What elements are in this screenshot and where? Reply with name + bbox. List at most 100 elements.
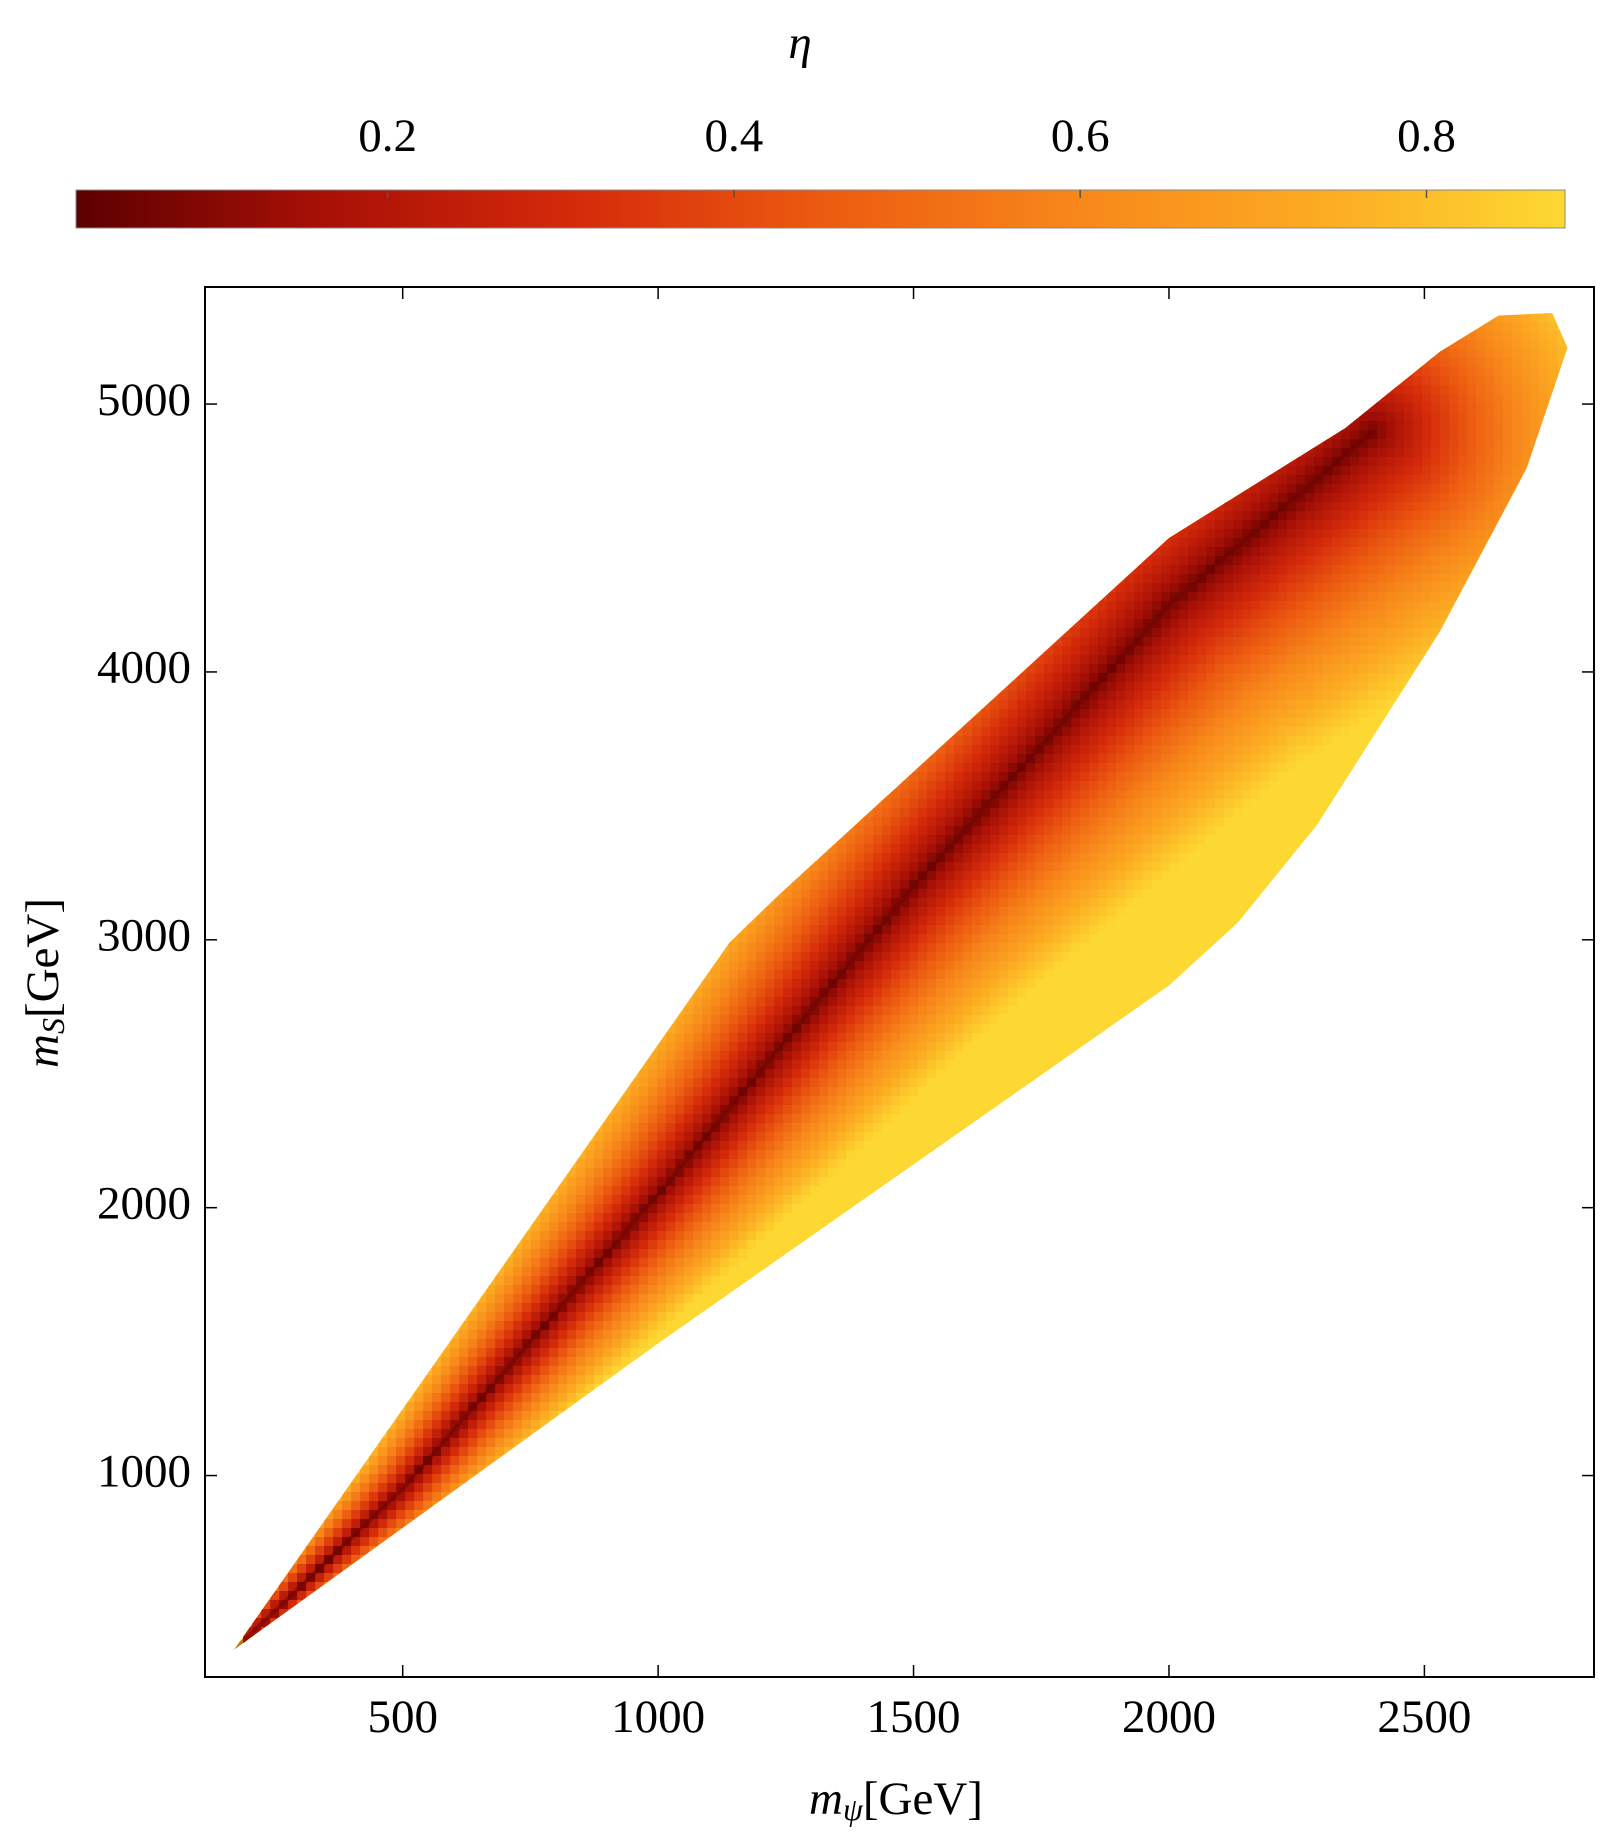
field-cell <box>1422 609 1432 620</box>
field-cell <box>567 1275 577 1286</box>
field-cell <box>909 1005 919 1016</box>
field-cell <box>567 1158 577 1169</box>
field-cell <box>972 978 982 989</box>
field-cell <box>504 1446 514 1457</box>
field-cell <box>720 960 730 971</box>
field-cell <box>1233 897 1243 908</box>
field-cell <box>729 1032 739 1043</box>
field-cell <box>531 1365 541 1376</box>
field-cell <box>1170 816 1180 827</box>
field-cell <box>1350 474 1360 485</box>
field-cell <box>945 1104 955 1115</box>
field-cell <box>1278 474 1288 485</box>
field-cell <box>522 1266 532 1277</box>
field-cell <box>1215 753 1225 764</box>
field-cell <box>603 1248 613 1259</box>
field-cell <box>936 771 946 782</box>
field-cell <box>1206 546 1216 557</box>
field-cell <box>810 1221 820 1232</box>
field-cell <box>1404 411 1414 422</box>
field-cell <box>999 951 1009 962</box>
field-cell <box>702 996 712 1007</box>
field-cell <box>1197 618 1207 629</box>
field-cell <box>981 870 991 881</box>
field-cell <box>558 1365 568 1376</box>
field-cell <box>945 789 955 800</box>
field-cell <box>999 1014 1009 1025</box>
field-cell <box>1017 942 1027 953</box>
field-cell <box>891 1077 901 1088</box>
field-cell <box>1260 582 1270 593</box>
field-cell <box>855 1194 865 1205</box>
field-cell <box>540 1212 550 1223</box>
field-cell <box>684 1167 694 1178</box>
field-cell <box>603 1266 613 1277</box>
field-cell <box>783 969 793 980</box>
field-cell <box>936 1131 946 1142</box>
field-cell <box>1017 735 1027 746</box>
field-cell <box>540 1338 550 1349</box>
field-cell <box>522 1329 532 1340</box>
field-cell <box>1116 816 1126 827</box>
field-cell <box>369 1482 379 1493</box>
field-cell <box>630 1158 640 1169</box>
field-cell <box>603 1194 613 1205</box>
field-cell <box>648 1302 658 1313</box>
field-cell <box>387 1536 397 1547</box>
field-cell <box>1278 645 1288 656</box>
field-cell <box>459 1455 469 1466</box>
field-cell <box>1233 492 1243 503</box>
field-cell <box>1062 825 1072 836</box>
field-cell <box>1116 1014 1126 1025</box>
field-cell <box>936 987 946 998</box>
field-cell <box>927 789 937 800</box>
field-cell <box>1377 573 1387 584</box>
field-cell <box>603 1329 613 1340</box>
field-cell <box>1413 555 1423 566</box>
field-cell <box>504 1347 514 1358</box>
field-cell <box>549 1203 559 1214</box>
field-cell <box>567 1347 577 1358</box>
field-cell <box>1242 483 1252 494</box>
field-cell <box>1134 870 1144 881</box>
field-cell <box>999 852 1009 863</box>
field-cell <box>900 1167 910 1178</box>
field-cell <box>1350 663 1360 674</box>
field-cell <box>495 1455 505 1466</box>
field-cell <box>1053 636 1063 647</box>
field-cell <box>351 1527 361 1538</box>
field-cell <box>1080 897 1090 908</box>
field-cell <box>1134 978 1144 989</box>
field-cell <box>963 744 973 755</box>
field-cell <box>702 978 712 989</box>
field-cell <box>981 807 991 818</box>
field-cell <box>999 1023 1009 1034</box>
field-cell <box>882 798 892 809</box>
field-cell <box>1341 618 1351 629</box>
field-cell <box>1062 1041 1072 1052</box>
field-cell <box>1134 861 1144 872</box>
field-cell <box>342 1482 352 1493</box>
field-cell <box>1323 429 1333 440</box>
field-cell <box>1215 915 1225 926</box>
field-cell <box>324 1554 334 1565</box>
field-cell <box>846 987 856 998</box>
field-cell <box>1197 816 1207 827</box>
field-cell <box>846 1023 856 1034</box>
field-cell <box>657 1293 667 1304</box>
field-cell <box>1080 807 1090 818</box>
field-cell <box>369 1455 379 1466</box>
field-cell <box>1161 897 1171 908</box>
field-cell <box>486 1437 496 1448</box>
field-cell <box>1413 528 1423 539</box>
field-cell <box>1278 672 1288 683</box>
field-cell <box>1341 438 1351 449</box>
field-cell <box>1107 708 1117 719</box>
field-cell <box>1143 609 1153 620</box>
field-cell <box>882 1149 892 1160</box>
field-cell <box>837 1077 847 1088</box>
field-cell <box>630 1077 640 1088</box>
field-cell <box>486 1419 496 1430</box>
field-cell <box>909 1158 919 1169</box>
field-cell <box>1053 816 1063 827</box>
